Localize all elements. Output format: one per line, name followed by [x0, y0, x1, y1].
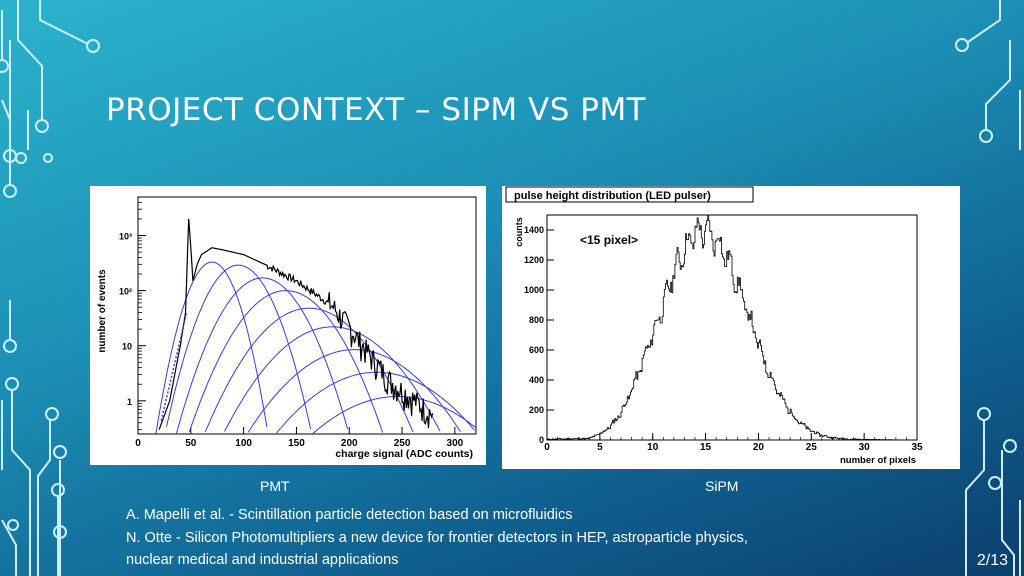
- sipm-chart-title: pulse height distribution (LED pulser): [514, 190, 711, 202]
- sipm-x-tick-label: 15: [700, 442, 712, 453]
- sipm-y-tick-label: 800: [529, 315, 544, 325]
- sipm-title-box: [505, 186, 754, 203]
- page-number: 2/13: [976, 552, 1008, 569]
- pmt-plot-frame: [137, 196, 477, 435]
- pmt-pedestal-curve: [160, 312, 188, 421]
- pmt-fit-component: [188, 290, 384, 433]
- sipm-y-axis-label: counts: [514, 217, 524, 247]
- pmt-x-tick-label: 200: [341, 438, 358, 449]
- pmt-y-tick-label: 10³: [119, 232, 132, 242]
- reference-2-continued: nuclear medical and industrial applicati…: [126, 552, 399, 568]
- sipm-chart: pulse height distribution (LED pulser) 0…: [502, 186, 960, 469]
- pmt-x-tick-label: 150: [288, 438, 305, 449]
- sipm-x-tick-label: 0: [544, 442, 550, 453]
- pmt-fit-component: [204, 307, 414, 433]
- sipm-plot-frame: [546, 214, 918, 441]
- pmt-fit-component: [166, 264, 312, 430]
- pmt-y-axis-label: number of events: [97, 269, 108, 353]
- pmt-y-tick-label: 10: [122, 342, 132, 352]
- sipm-histogram-line: [547, 214, 896, 441]
- pmt-x-tick-label: 0: [135, 438, 141, 449]
- slide-title: PROJECT CONTEXT – SIPM VS PMT: [106, 92, 647, 128]
- pmt-y-tick-label: 1: [127, 397, 132, 407]
- pmt-x-tick-label: 50: [185, 438, 197, 449]
- pmt-x-axis-label: charge signal (ADC counts): [335, 448, 473, 460]
- pmt-x-tick-label: 250: [394, 438, 411, 449]
- reference-2: N. Otte - Silicon Photomultipliers a new…: [126, 530, 748, 546]
- sipm-x-axis-label: number of pixels: [840, 455, 916, 466]
- sipm-x-tick-label: 25: [806, 442, 818, 453]
- pmt-spectrum-line: [158, 218, 434, 430]
- sipm-x-tick-label: 30: [859, 442, 871, 453]
- sipm-chart-svg: pulse height distribution (LED pulser) 0…: [505, 186, 923, 466]
- sipm-annotation: <15 pixel>: [580, 233, 638, 247]
- sipm-y-tick-label: 1400: [524, 225, 544, 235]
- pmt-chart-svg: 0 50 100 150 200 250 300 1 10 10² 10³ number of ev…: [97, 196, 477, 460]
- pmt-y-tick-label: 10²: [119, 287, 132, 297]
- pmt-caption: PMT: [260, 478, 290, 494]
- pmt-chart: 0 50 100 150 200 250 300 1 10 10² 10³ number of ev…: [90, 186, 486, 465]
- pmt-fit-component: [176, 277, 349, 434]
- sipm-y-tick-label: 400: [529, 375, 544, 385]
- sipm-x-tick-label: 10: [647, 442, 659, 453]
- sipm-x-tick-label: 20: [753, 442, 765, 453]
- sipm-x-tick-label: 5: [597, 442, 603, 453]
- pmt-fit-component: [312, 396, 477, 435]
- sipm-y-tick-label: 200: [529, 405, 544, 415]
- pmt-fit-component: [224, 326, 441, 432]
- pmt-fit-component: [276, 371, 475, 434]
- pmt-x-tick-label: 300: [447, 438, 464, 449]
- sipm-caption: SiPM: [705, 478, 739, 494]
- sipm-y-tick-label: 1200: [524, 255, 544, 265]
- sipm-y-tick-label: 0: [539, 435, 544, 445]
- reference-1: A. Mapelli et al. - Scintillation partic…: [126, 507, 573, 523]
- sipm-x-tick-label: 35: [911, 442, 923, 453]
- sipm-y-tick-label: 1000: [524, 285, 544, 295]
- pmt-x-tick-label: 100: [235, 438, 252, 449]
- sipm-y-tick-label: 600: [529, 345, 544, 355]
- pmt-fit-component: [155, 261, 268, 434]
